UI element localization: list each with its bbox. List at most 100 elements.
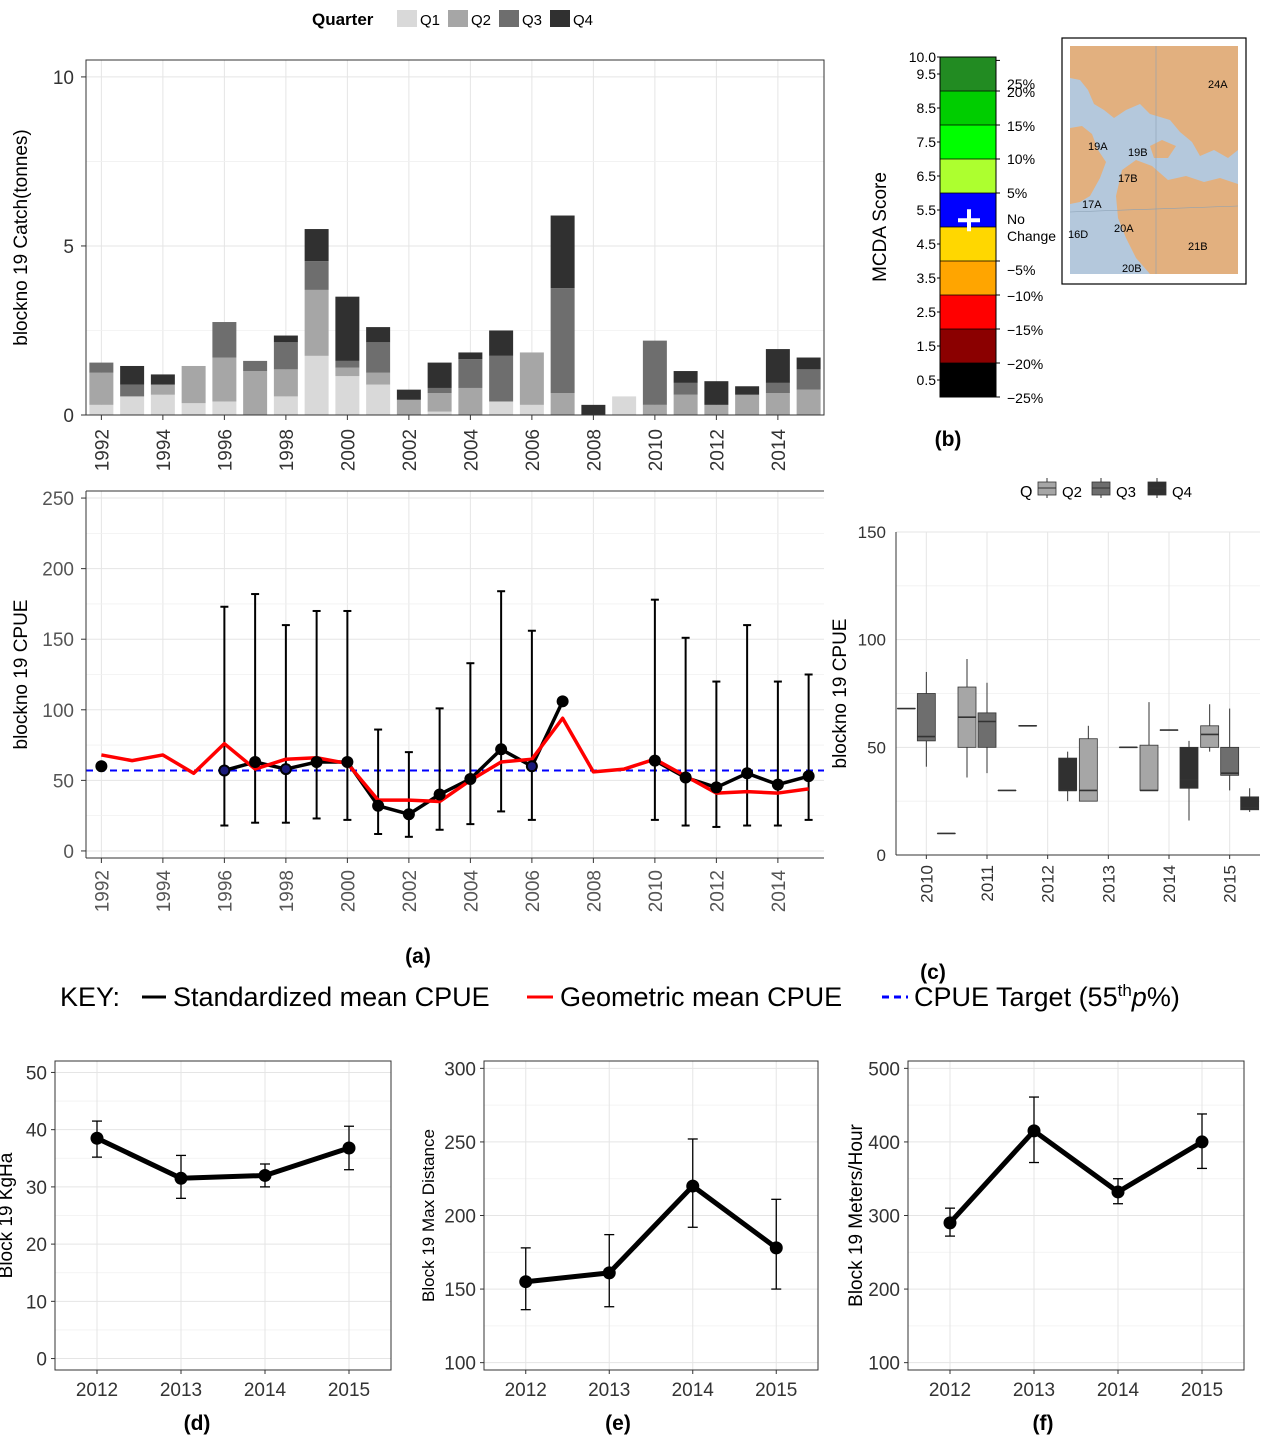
meters-per-hour-chart: 100 200 300 400 500 2012 2013 2014 2015 Block 19 … (846, 1059, 1245, 1401)
kgha-plot-border (54, 1060, 392, 1371)
mcda-tick: 10.0 (909, 49, 936, 65)
catch-bar-q2-1997 (243, 371, 268, 415)
map-grid-line (1069, 205, 1239, 213)
catch-bar-q3-1992 (89, 362, 114, 373)
kgha-point-2014 (258, 1168, 272, 1182)
mcda-right-label: −10% (1007, 288, 1043, 304)
meters-y-tick: 300 (868, 1207, 900, 1228)
meters-x-tick: 2013 (1013, 1380, 1055, 1401)
meters-line (948, 1128, 1204, 1225)
map-label-19a: 19A (1088, 141, 1108, 153)
catch-x-tick: 1996 (215, 429, 236, 471)
cpue-std-point-highlight (527, 762, 536, 771)
catch-x-tick: 2002 (400, 429, 421, 471)
mcda-tick: 4.5 (917, 236, 937, 252)
cpue-std-point-1992 (95, 760, 108, 773)
meters-plot-border (907, 1060, 1245, 1371)
map-island (1150, 140, 1176, 158)
mcda-band-8 (940, 91, 996, 125)
catch-bar-q2-2015 (796, 389, 821, 415)
meters-point-2015 (1195, 1135, 1209, 1149)
map-label-20a: 20A (1114, 223, 1134, 235)
map-land-north (1070, 46, 1238, 158)
catch-bar-q3-1993 (120, 384, 145, 397)
catch-bar-q2-1994 (150, 384, 175, 395)
box-x-tick: 2013 (1099, 865, 1118, 903)
catch-bar-q1-1996 (212, 401, 237, 415)
legend-label-q1: Q1 (420, 12, 440, 29)
catch-bar-q4-2014 (765, 349, 790, 383)
kgha-y-tick: 50 (26, 1063, 47, 1084)
mcda-tick: 1.5 (917, 338, 937, 354)
catch-bar-q2-2013 (735, 394, 760, 415)
mcda-right-label: −15% (1007, 322, 1043, 338)
key-prefix: KEY: (60, 982, 120, 1012)
catch-bar-q1-1993 (120, 396, 145, 415)
catch-bar-q1-2001 (366, 384, 391, 415)
cpue-x-tick: 1996 (215, 870, 236, 912)
panel-label-a: (a) (405, 945, 431, 968)
box-2013-q2 (1078, 738, 1098, 802)
maxdist-x-tick: 2013 (588, 1380, 630, 1401)
legend-swatch-q1 (397, 10, 417, 27)
mcda-band-6 (940, 159, 996, 193)
meters-x-tick: 2015 (1181, 1380, 1223, 1401)
key-std-label: Standardized mean CPUE (173, 982, 490, 1012)
cpue-std-point-2001 (372, 799, 385, 812)
box-2011-q3 (977, 712, 997, 748)
meters-point-2012 (943, 1216, 957, 1230)
maxdist-y-axis-title: Block 19 Max Distance (419, 1129, 438, 1302)
catch-bar-q2-1998 (273, 369, 298, 397)
meters-y-tick: 400 (868, 1133, 900, 1154)
box-y-tick: 50 (867, 738, 886, 757)
quarter-legend-title: Quarter (312, 10, 374, 29)
cpue-y-tick: 250 (42, 489, 74, 510)
box-x-tick: 2010 (917, 865, 936, 903)
maxdist-y-tick: 300 (444, 1059, 476, 1080)
map-label-17b: 17B (1118, 173, 1138, 185)
cpue-std-point-2012 (710, 781, 723, 794)
max-distance-chart: 100 150 200 250 300 2012 2013 2014 2015 Block 19 … (419, 1059, 819, 1401)
catch-bar-q2-2007 (550, 393, 575, 415)
catch-y-axis-title: blockno 19 Catch(tonnes) (11, 129, 32, 346)
legend-swatch-q3 (499, 10, 519, 27)
kgha-point-2012 (90, 1131, 104, 1145)
catch-x-tick: 2008 (584, 429, 605, 471)
catch-bar-q2-2004 (458, 387, 483, 415)
cpue-y-axis-title: blockno 19 CPUE (11, 600, 32, 750)
mcda-band-7 (940, 125, 996, 159)
mcda-right-label: 15% (1007, 118, 1035, 134)
maxdist-point-2015 (769, 1241, 783, 1255)
catch-bar-q1-2006 (519, 404, 544, 415)
catch-bar-q3-2004 (458, 359, 483, 388)
catch-bar-q4-1994 (150, 374, 175, 385)
box-2012-q4 (1058, 757, 1078, 791)
meters-y-axis-title: Block 19 Meters/Hour (846, 1123, 867, 1306)
box-2015-q3 (1220, 746, 1240, 776)
q-legend: Q Q2 Q3 Q4 (1020, 478, 1192, 501)
catch-plot-border (85, 59, 825, 416)
cpue-y-tick: 50 (53, 771, 74, 792)
meters-point-2014 (1111, 1185, 1125, 1199)
meters-x-tick: 2012 (929, 1380, 971, 1401)
maxdist-y-tick: 250 (444, 1133, 476, 1154)
catch-bar-q2-2010 (642, 404, 667, 415)
catch-bar-q2-1996 (212, 357, 237, 402)
box-x-tick: 2014 (1160, 865, 1179, 903)
kgha-y-tick: 30 (26, 1178, 47, 1199)
catch-bar-q2-1995 (181, 365, 206, 404)
catch-bar-q1-1992 (89, 404, 114, 415)
cpue-std-point-2015 (802, 770, 815, 783)
kgha-point-2015 (342, 1141, 356, 1155)
catch-plot-area (86, 60, 824, 415)
cpue-std-point-2007 (556, 695, 569, 708)
catch-bar-q2-1992 (89, 372, 114, 405)
mcda-right-label: −25% (1007, 390, 1043, 406)
box-y-tick: 0 (877, 846, 886, 865)
catch-bar-q3-1996 (212, 322, 237, 358)
key-geo-label: Geometric mean CPUE (560, 982, 842, 1012)
mcda-y-axis-title: MCDA Score (870, 172, 891, 282)
cpue-line-chart: 0 50 100 150 200 250 1992 1994 1996 1998 2000 2002 2… (11, 489, 824, 912)
kgha-x-tick: 2012 (76, 1380, 118, 1401)
